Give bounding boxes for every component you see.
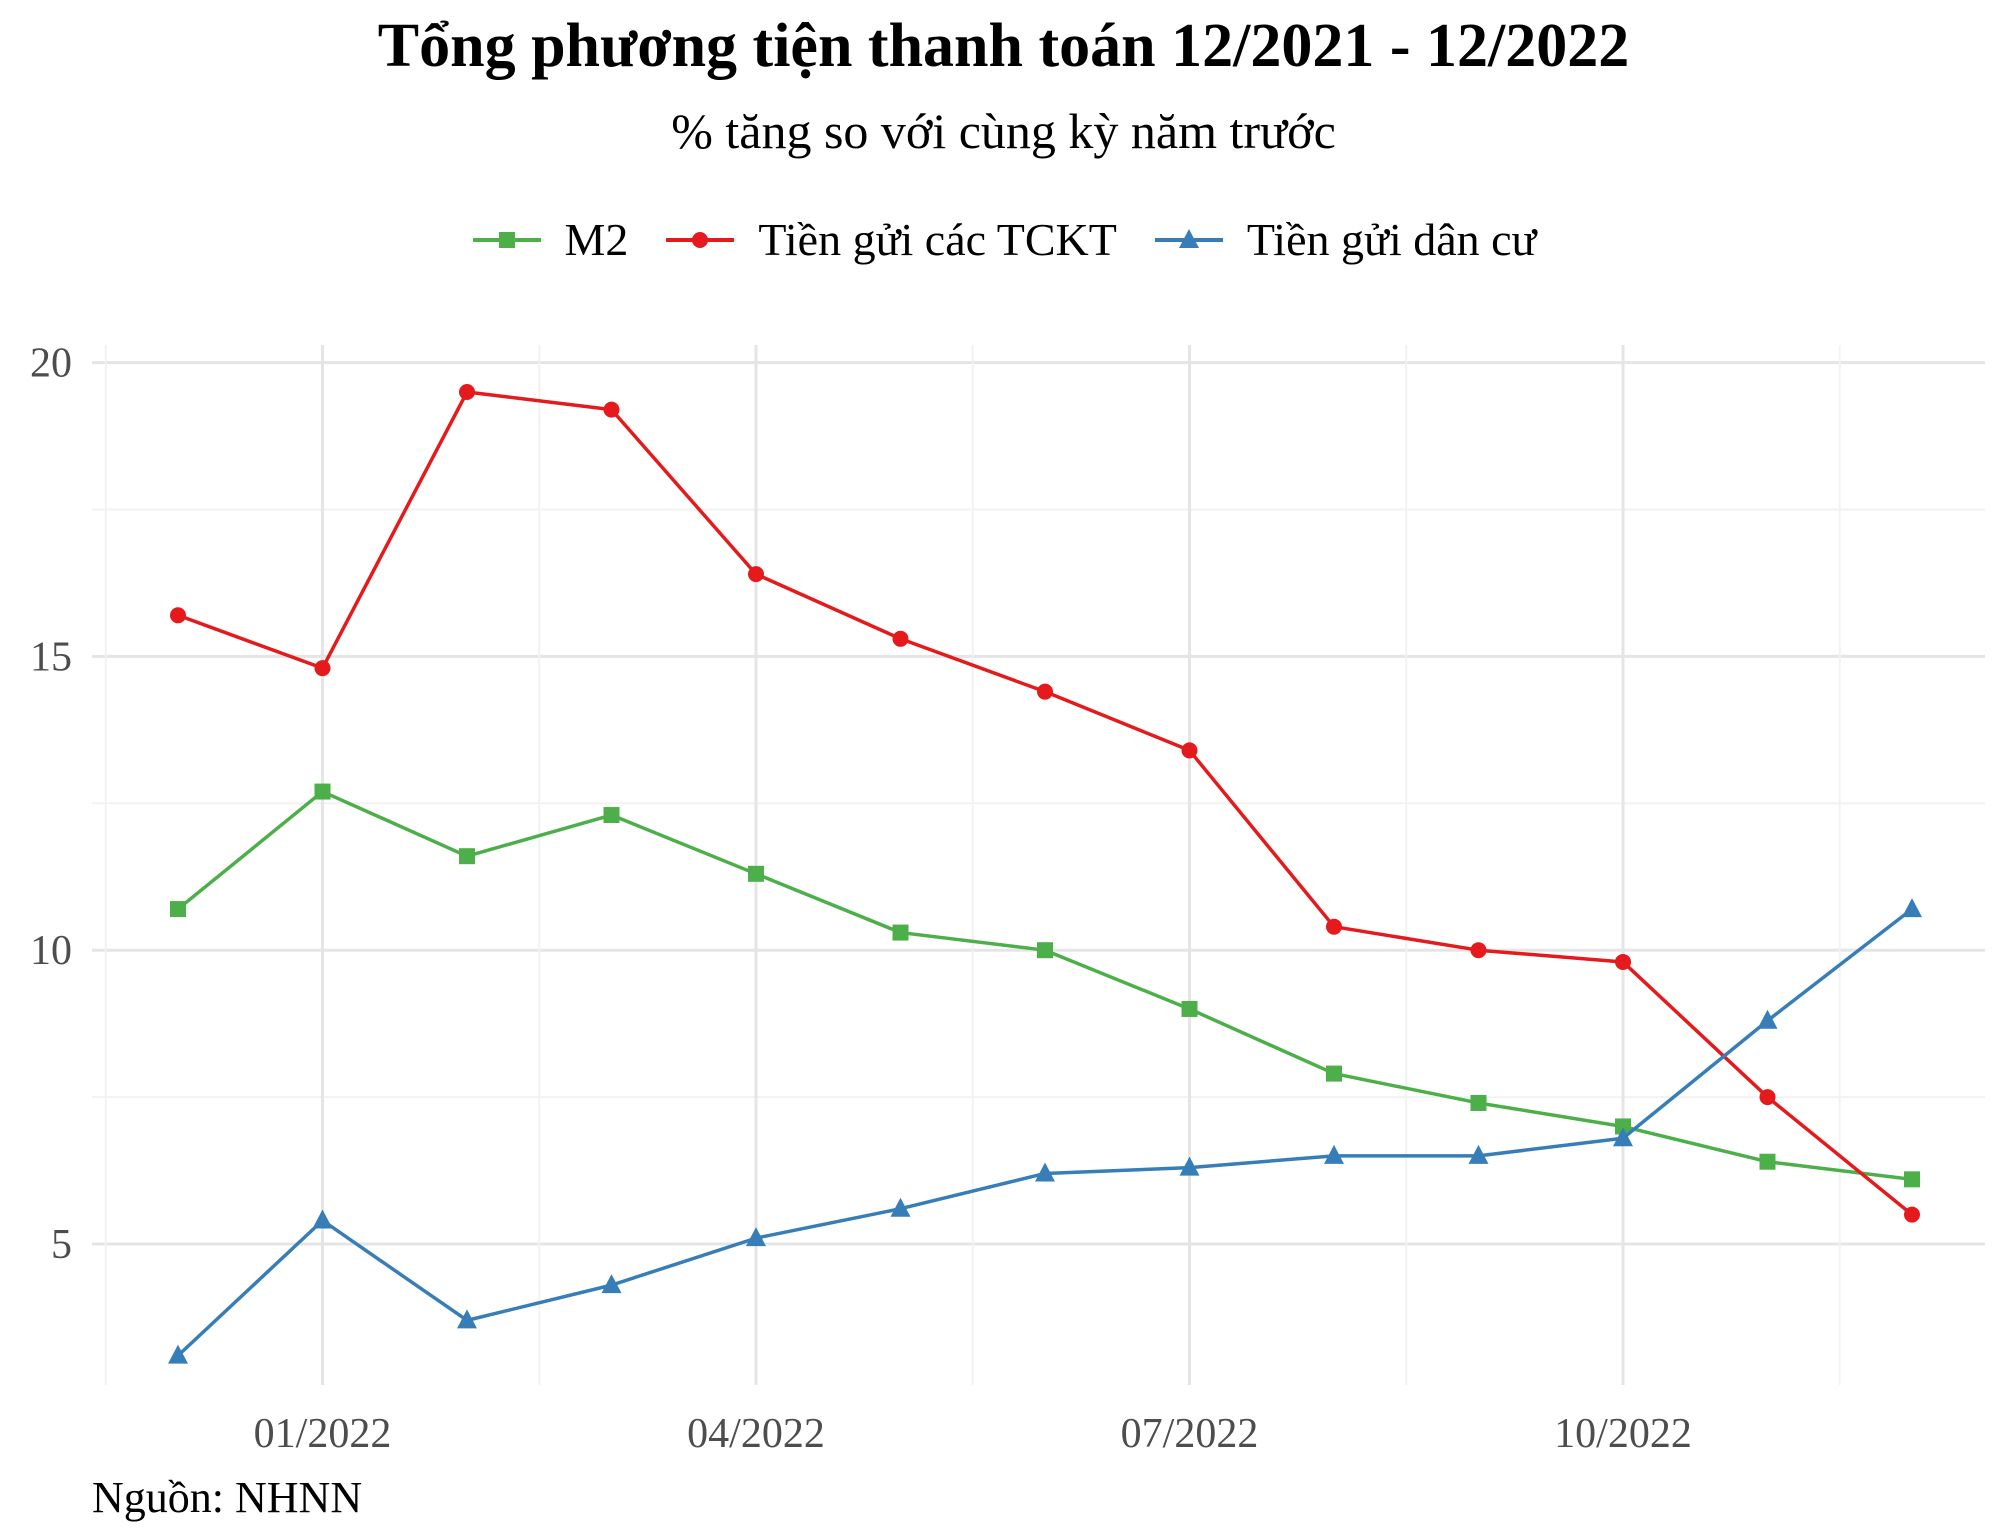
legend-item-dan-cu: Tiền gửi dân cư xyxy=(1153,210,1537,270)
data-point xyxy=(1759,1153,1776,1170)
data-point xyxy=(459,848,475,865)
data-point xyxy=(1902,898,1922,918)
x-tick-label: 07/2022 xyxy=(1121,1411,1259,1457)
data-point xyxy=(1035,1162,1055,1182)
legend-item-m2: M2 xyxy=(471,210,629,270)
data-point xyxy=(170,607,186,624)
data-point xyxy=(1181,1000,1198,1017)
y-tick-label: 5 xyxy=(51,1222,72,1268)
series-layer xyxy=(168,384,1922,1364)
data-point xyxy=(1468,1144,1489,1164)
data-point xyxy=(1037,683,1053,700)
data-point xyxy=(314,783,331,800)
legend-key-m2 xyxy=(472,232,541,248)
axis-labels: 5 10 15 20 01/2022 04/2022 07/2022 10/2022 xyxy=(30,341,1692,1457)
legend-key-marker xyxy=(498,232,515,248)
data-point xyxy=(312,1209,333,1229)
data-point xyxy=(314,660,331,677)
legend-key-marker xyxy=(1178,229,1199,248)
series-m2 xyxy=(170,783,1920,1188)
x-tick-label: 10/2022 xyxy=(1554,1411,1692,1457)
legend: M2 Tiền gửi các TCKT Tiền gửi dân cư xyxy=(0,210,2007,270)
data-point xyxy=(1324,1144,1344,1164)
legend-label-tckt: Tiền gửi các TCKT xyxy=(758,214,1117,265)
data-point xyxy=(1904,1206,1920,1223)
source-note: Nguồn: NHNN xyxy=(92,1473,363,1522)
data-point xyxy=(1326,1065,1342,1082)
data-point xyxy=(1904,1171,1920,1188)
legend-label-m2: M2 xyxy=(564,214,629,265)
legend-item-tckt: Tiền gửi các TCKT xyxy=(664,210,1117,270)
data-point xyxy=(1179,1156,1200,1176)
data-point xyxy=(1757,1009,1778,1029)
data-point xyxy=(748,566,764,583)
data-point xyxy=(890,1197,911,1217)
grid-lines xyxy=(92,345,1985,1385)
legend-label-dan-cu: Tiền gửi dân cư xyxy=(1246,214,1537,265)
legend-key-tckt xyxy=(666,232,735,248)
data-point xyxy=(603,807,620,824)
data-point xyxy=(1615,1118,1631,1135)
data-point xyxy=(459,384,475,401)
data-point xyxy=(168,1344,188,1364)
data-point xyxy=(1470,942,1487,959)
data-point xyxy=(1615,953,1631,970)
data-point xyxy=(1759,1089,1776,1106)
data-point xyxy=(1037,942,1053,959)
y-tick-label: 10 xyxy=(30,928,72,974)
y-tick-label: 20 xyxy=(30,341,72,387)
data-point xyxy=(1613,1127,1633,1147)
x-tick-label: 01/2022 xyxy=(254,1411,392,1457)
x-tick-label: 04/2022 xyxy=(687,1411,825,1457)
y-tick-label: 15 xyxy=(30,634,72,680)
chart-title: Tổng phương tiện thanh toán 12/2021 - 12… xyxy=(377,12,1630,80)
series-line xyxy=(176,789,1913,1182)
data-point xyxy=(457,1309,477,1329)
data-point xyxy=(892,630,909,647)
data-point xyxy=(892,924,909,941)
series-tien-gui-cac-tckt xyxy=(170,384,1920,1223)
data-point xyxy=(1326,918,1342,935)
legend-key-dan-cu xyxy=(1154,229,1223,248)
data-point xyxy=(748,865,764,882)
series-tien-gui-dan-cu xyxy=(168,898,1922,1364)
data-point xyxy=(1470,1094,1487,1111)
legend-key-marker xyxy=(692,232,709,248)
data-point xyxy=(170,901,186,918)
data-point xyxy=(746,1227,766,1247)
data-point xyxy=(601,1274,622,1294)
data-point xyxy=(603,401,620,418)
data-point xyxy=(1181,742,1198,759)
chart-subtitle: % tăng so với cùng kỳ năm trước xyxy=(671,103,1336,159)
